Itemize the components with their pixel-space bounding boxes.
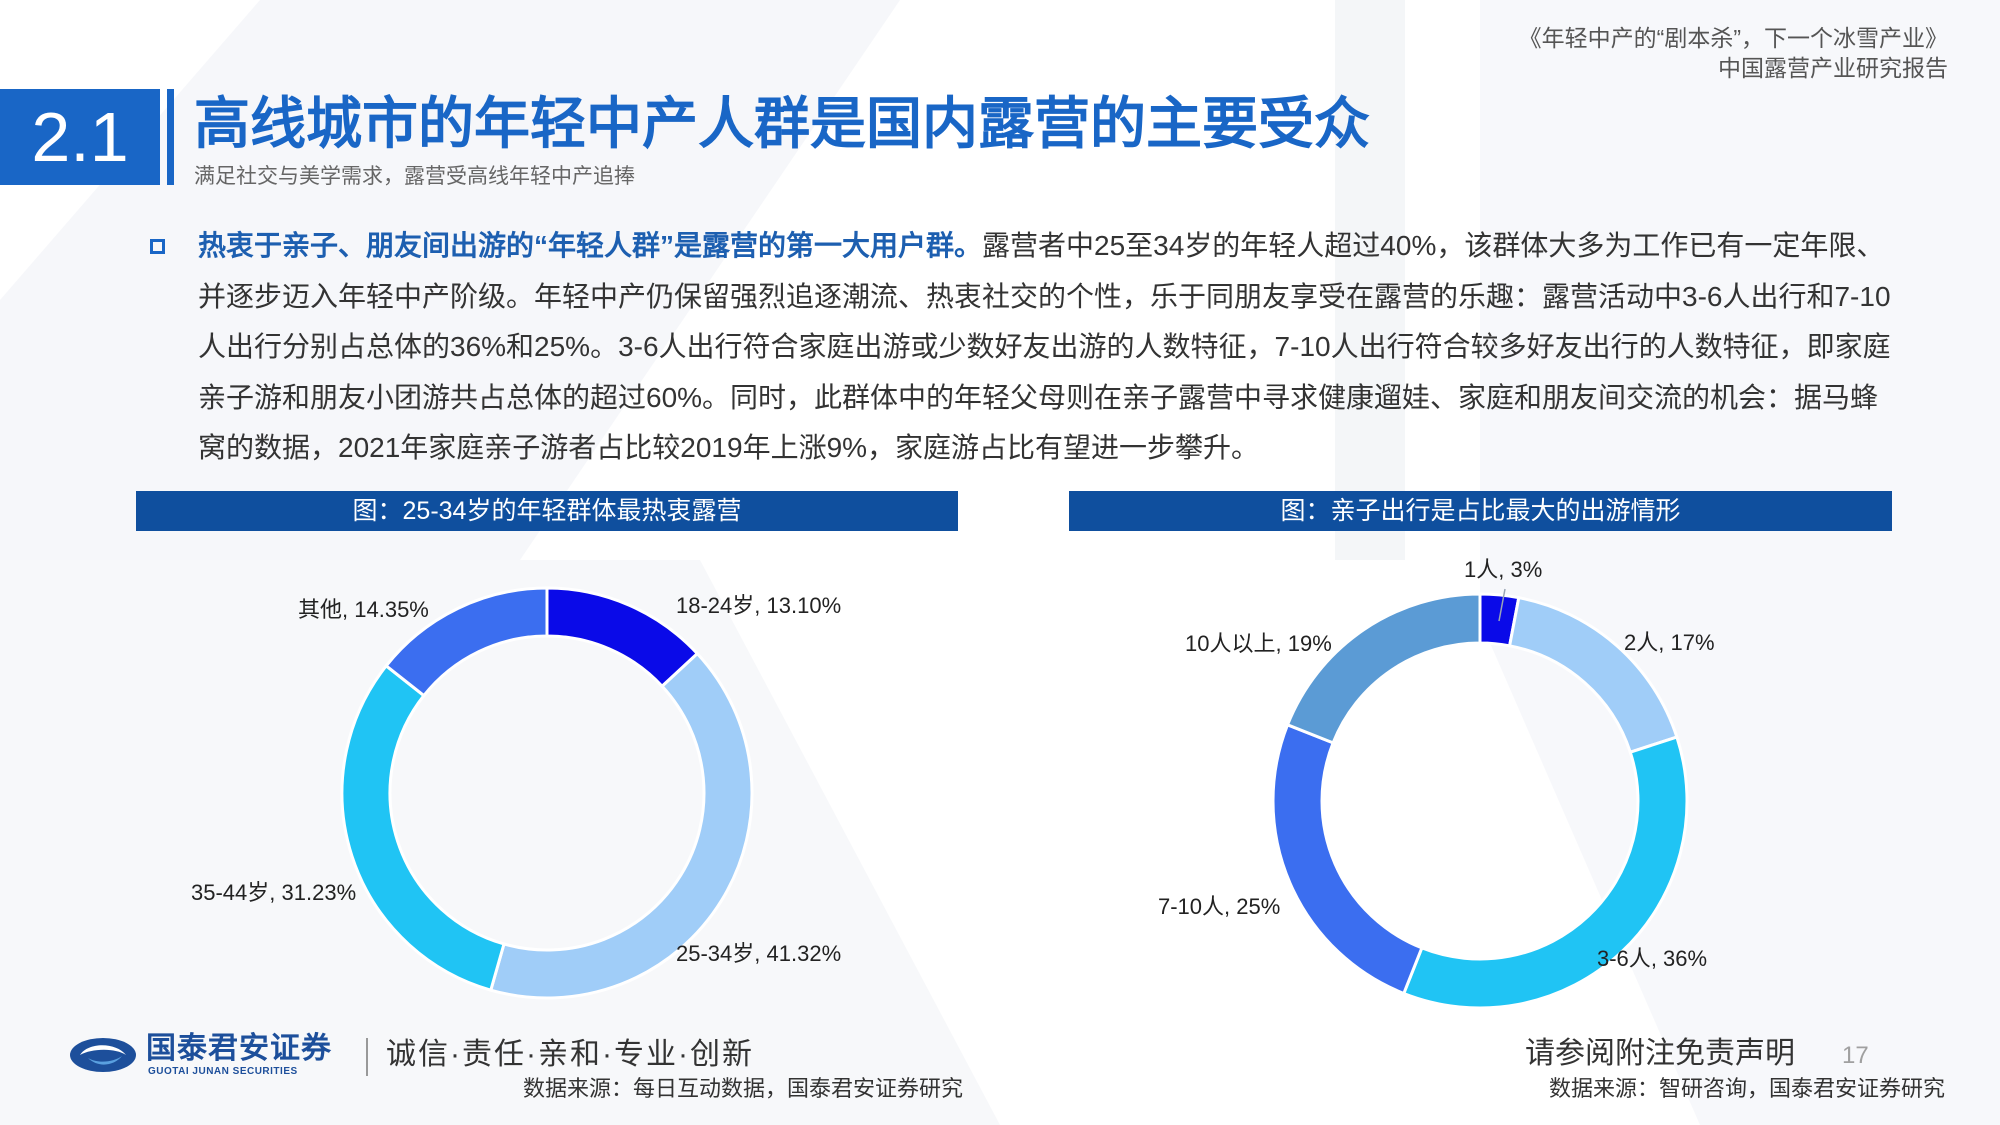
footer-divider — [366, 1038, 368, 1076]
group-size-donut-slice-3 — [1401, 735, 1689, 1010]
age-chart-source: 数据来源：每日互动数据，国泰君安证券研究 — [523, 1076, 964, 1101]
group-label-separator: , — [1224, 894, 1237, 919]
report-subtitle: 中国露营产业研究报告 — [1718, 55, 1948, 81]
paragraph-line-2: 并逐步迈入年轻中产阶级。年轻中产仍保留强烈追逐潮流、热衷社交的个性，乐于同朋友享… — [198, 280, 1891, 312]
age-label-separator: , — [754, 593, 767, 618]
group-size-chart-title: 图：亲子出行是占比最大的出游情形 — [1069, 491, 1892, 531]
group-label-separator: , — [1658, 630, 1671, 655]
company-name-en: GUOTAI JUNAN SECURITIES — [148, 1066, 298, 1077]
age-label-separator: , — [754, 941, 767, 966]
group-label-value: 36% — [1663, 946, 1708, 971]
page-number: 17 — [1842, 1042, 1869, 1069]
age-label-category: 25-34岁 — [676, 941, 755, 966]
bullet-square-icon — [150, 239, 165, 254]
disclaimer-note: 请参阅附注免责声明 — [1525, 1037, 1795, 1070]
paragraph-line-1: 热衷于亲子、朋友间出游的“年轻人群”是露营的第一大用户群。露营者中25至34岁的… — [198, 221, 1891, 272]
age-donut-slices — [340, 586, 754, 1000]
page-subtitle: 满足社交与美学需求，露营受高线年轻中产追捧 — [194, 164, 635, 188]
age-donut-slice-1 — [545, 586, 700, 689]
age-label-category: 35-44岁 — [191, 880, 270, 905]
group-size-chart-source: 数据来源：智研咨询，国泰君安证券研究 — [1548, 1076, 1945, 1101]
group-label-10-plus: 10人以上, 19% — [1185, 631, 1332, 657]
group-size-donut-slice-2 — [1507, 595, 1679, 755]
age-label-category: 其他 — [298, 597, 343, 622]
group-label-7-10: 7-10人, 25% — [1158, 894, 1280, 920]
group-label-category: 2人 — [1624, 630, 1659, 655]
report-title: 《年轻中产的“剧本杀”，下一个冰雪产业》 — [1518, 25, 1948, 51]
body-paragraph: 热衷于亲子、朋友间出游的“年轻人群”是露营的第一大用户群。露营者中25至34岁的… — [198, 221, 1891, 474]
group-label-separator: , — [1275, 631, 1288, 656]
age-donut-slice-3 — [340, 663, 506, 993]
age-label-25-34: 25-34岁, 41.32% — [676, 941, 841, 967]
paragraph-line-5: 窝的数据，2021年家庭亲子游者占比较2019年上涨9%，家庭游占比有望进一步攀… — [198, 432, 1260, 463]
age-label-value: 31.23% — [281, 880, 357, 905]
group-label-category: 1人 — [1464, 557, 1499, 582]
group-size-donut-slice-4 — [1271, 722, 1424, 996]
age-label-value: 14.35% — [354, 597, 429, 622]
age-label-separator: , — [269, 880, 282, 905]
company-name: 国泰君安证券 — [146, 1032, 332, 1065]
section-divider-bar — [167, 89, 174, 185]
paragraph-text: 露营者中25至34岁的年轻人超过40%，该群体大多为工作已有一定年限、 — [982, 230, 1885, 261]
group-label-value: 17% — [1670, 630, 1715, 655]
age-donut-chart — [340, 586, 754, 1000]
group-label-category: 7-10人 — [1158, 894, 1225, 919]
group-label-separator: , — [1650, 946, 1664, 971]
group-label-2: 2人, 17% — [1624, 630, 1715, 656]
age-label-separator: , — [342, 597, 355, 622]
page-title: 高线城市的年轻中产人群是国内露营的主要受众 — [194, 92, 1370, 155]
age-donut-slice-2 — [488, 651, 754, 1000]
age-label-35-44: 35-44岁, 31.23% — [191, 880, 356, 906]
company-slogan: 诚信·责任·亲和·专业·创新 — [386, 1038, 754, 1071]
age-label-category: 18-24岁 — [676, 593, 755, 618]
group-label-category: 3-6人 — [1597, 946, 1651, 971]
paragraph-lead: 热衷于亲子、朋友间出游的“年轻人群”是露营的第一大用户群。 — [198, 230, 983, 261]
group-label-value: 25% — [1236, 894, 1281, 919]
group-label-3-6: 3-6人, 36% — [1597, 946, 1707, 972]
group-label-category: 10人以上 — [1185, 631, 1276, 656]
group-label-1: 1人, 3% — [1464, 557, 1542, 583]
group-size-donut-slice-5 — [1285, 592, 1482, 745]
age-label-18-24: 18-24岁, 13.10% — [676, 593, 841, 619]
age-label-value: 13.10% — [766, 593, 842, 618]
group-label-value: 19% — [1287, 631, 1332, 656]
age-label-other: 其他, 14.35% — [298, 597, 429, 623]
age-chart-title: 图：25-34岁的年轻群体最热衷露营 — [136, 491, 958, 531]
paragraph-line-3: 人出行分别占总体的36%和25%。3-6人出行符合家庭出游或少数好友出游的人数特… — [198, 331, 1891, 362]
age-donut-slice-4 — [384, 586, 549, 698]
age-label-value: 41.32% — [766, 941, 842, 966]
leader-line-1-person — [1498, 588, 1506, 622]
company-logo-icon — [70, 1038, 136, 1072]
group-label-value: 3% — [1510, 557, 1543, 582]
group-size-donut-chart — [1271, 588, 1689, 1010]
paragraph-line-4: 亲子游和朋友小团游共占总体的超过60%。同时，此群体中的年轻父母则在亲子露营中寻… — [198, 381, 1879, 413]
section-number: 2.1 — [0, 89, 160, 185]
group-label-separator: , — [1498, 557, 1511, 582]
